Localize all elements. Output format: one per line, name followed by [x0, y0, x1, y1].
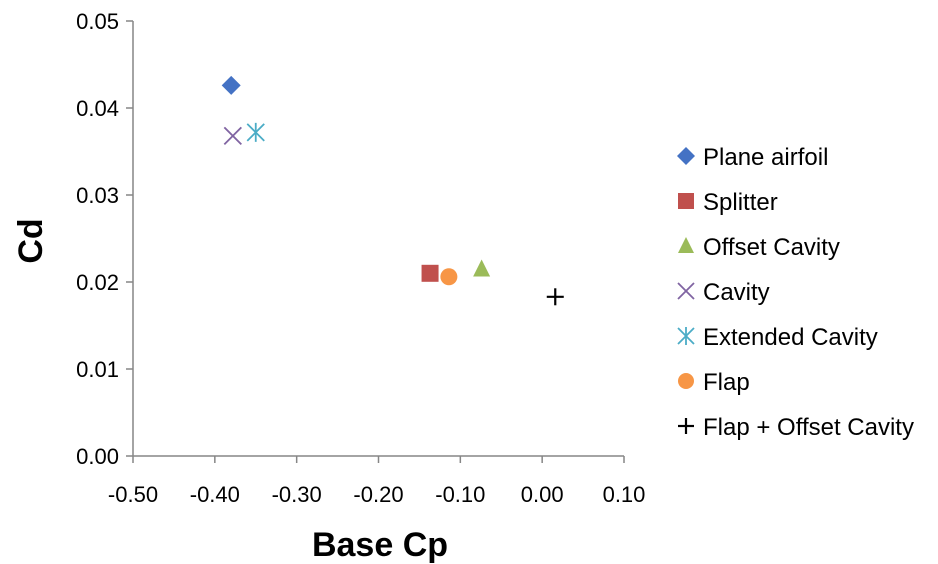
point-cavity [223, 126, 242, 145]
legend-item-cavity: Cavity [677, 279, 770, 306]
x-tick-label: -0.10 [435, 482, 485, 507]
legend-item-splitter: Splitter [678, 189, 778, 216]
legend-marker-flap-offset-cavity [678, 418, 694, 434]
point-plane-airfoil [221, 75, 241, 95]
legend-item-plane-airfoil: Plane airfoil [677, 144, 828, 171]
legend-item-flap: Flap [678, 369, 750, 396]
legend-item-offset-cavity: Offset Cavity [678, 234, 840, 261]
y-tick-label: 0.03 [76, 183, 119, 208]
x-tick-label: -0.40 [190, 482, 240, 507]
legend-marker-plane-airfoil [677, 147, 695, 165]
legend-label: Offset Cavity [703, 234, 840, 261]
legend-marker-offset-cavity [678, 237, 694, 253]
x-tick-label: -0.30 [272, 482, 322, 507]
point-flap [440, 268, 458, 286]
data-points [221, 75, 564, 306]
y-axis-title: Cd [12, 218, 50, 263]
legend: Plane airfoil Splitter Offset Cavity Cavity… [677, 144, 914, 441]
legend-label: Flap + Offset Cavity [703, 414, 914, 441]
point-extended-cavity [246, 122, 265, 142]
legend-label: Extended Cavity [703, 324, 878, 351]
point-flap-offset-cavity [546, 288, 564, 306]
legend-marker-splitter [678, 193, 694, 209]
y-axis-ticks: 0.00 0.01 0.02 0.03 0.04 0.05 [76, 9, 133, 469]
legend-label: Plane airfoil [703, 144, 828, 171]
y-tick-label: 0.00 [76, 444, 119, 469]
legend-marker-flap [678, 373, 694, 389]
plot-area: 0.00 0.01 0.02 0.03 0.04 0.05 -0.50 -0.40 -0.30… [76, 9, 645, 507]
legend-label: Cavity [703, 279, 770, 306]
x-tick-label: 0.00 [521, 482, 564, 507]
legend-label: Splitter [703, 189, 778, 216]
legend-item-extended-cavity: Extended Cavity [677, 324, 878, 351]
x-tick-label: 0.10 [603, 482, 646, 507]
legend-label: Flap [703, 369, 750, 396]
legend-marker-extended-cavity [677, 327, 695, 345]
x-axis-ticks: -0.50 -0.40 -0.30 -0.20 -0.10 0.00 0.10 [108, 456, 645, 507]
x-tick-label: -0.20 [353, 482, 403, 507]
x-tick-label: -0.50 [108, 482, 158, 507]
point-offset-cavity [473, 259, 491, 277]
x-axis-title: Base Cp [312, 526, 448, 564]
point-splitter [421, 264, 439, 282]
y-tick-label: 0.04 [76, 96, 119, 121]
legend-item-flap-offset-cavity: Flap + Offset Cavity [678, 414, 914, 441]
y-tick-label: 0.02 [76, 270, 119, 295]
legend-marker-cavity [677, 282, 695, 300]
y-tick-label: 0.05 [76, 9, 119, 34]
y-tick-label: 0.01 [76, 357, 119, 382]
